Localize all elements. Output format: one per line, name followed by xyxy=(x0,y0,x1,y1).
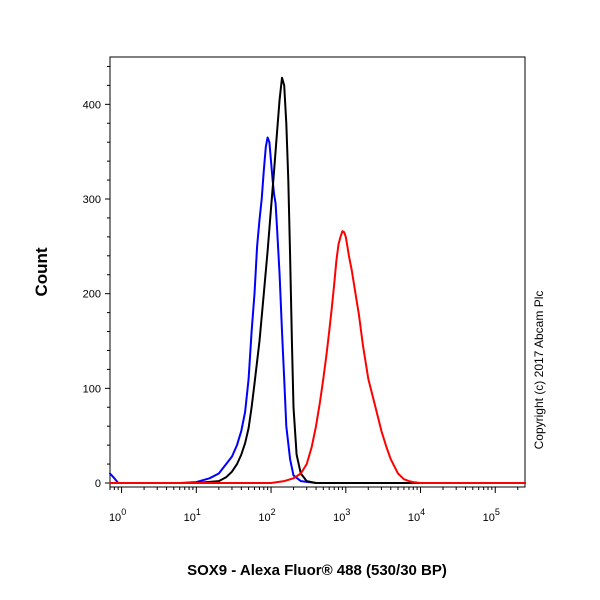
y-axis-title: Count xyxy=(32,247,51,296)
x-axis-title: SOX9 - Alexa Fluor® 488 (530/30 BP) xyxy=(187,562,447,579)
x-tick-label: 100 xyxy=(109,507,126,524)
x-tick-base: 10 xyxy=(184,512,196,524)
x-tick-exponent: 0 xyxy=(121,507,126,517)
y-tick-label: 400 xyxy=(83,99,101,111)
y-tick-label: 0 xyxy=(95,478,101,490)
histogram-line-3 xyxy=(109,230,526,484)
copyright-text: Copyright (c) 2017 Abcam Plc xyxy=(532,291,546,450)
y-tick-label: 100 xyxy=(83,383,101,395)
histogram-line-2 xyxy=(109,76,526,484)
histogram-line-1 xyxy=(109,136,526,484)
x-axis-ticks: 100 101 102 103 104 105 xyxy=(109,487,519,524)
x-tick-label: 103 xyxy=(333,507,350,524)
x-tick-exponent: 2 xyxy=(271,507,276,517)
x-tick-exponent: 4 xyxy=(420,507,425,517)
x-tick-base: 10 xyxy=(483,512,495,524)
x-tick-exponent: 1 xyxy=(196,507,201,517)
x-tick-base: 10 xyxy=(258,512,270,524)
x-tick-base: 10 xyxy=(109,512,121,524)
x-tick-label: 105 xyxy=(483,507,500,524)
x-tick-label: 104 xyxy=(408,507,425,524)
y-tick-label: 300 xyxy=(83,194,101,206)
x-tick-exponent: 3 xyxy=(345,507,350,517)
y-tick-label: 200 xyxy=(83,289,101,301)
plot-frame xyxy=(109,56,526,488)
x-tick-label: 102 xyxy=(258,507,275,524)
x-tick-exponent: 5 xyxy=(495,507,500,517)
x-tick-base: 10 xyxy=(408,512,420,524)
x-tick-label: 101 xyxy=(184,507,201,524)
x-tick-base: 10 xyxy=(333,512,345,524)
histogram-series xyxy=(109,76,526,484)
y-axis-ticks: 0 100 200 300 400 xyxy=(83,65,110,490)
